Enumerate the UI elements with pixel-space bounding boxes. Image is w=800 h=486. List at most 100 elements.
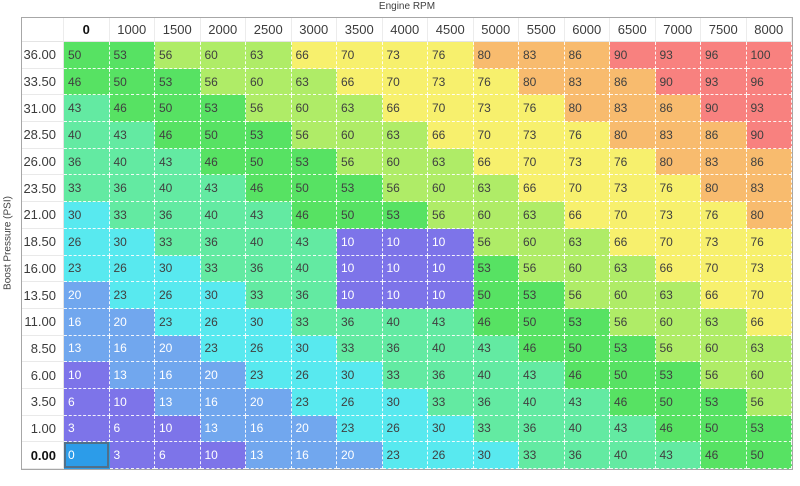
table-cell[interactable]: 73 [610, 175, 656, 203]
table-cell[interactable]: 36 [155, 202, 201, 229]
table-cell[interactable]: 16 [200, 388, 246, 416]
table-cell[interactable]: 83 [519, 42, 565, 69]
table-cell[interactable]: 50 [564, 335, 610, 363]
table-cell[interactable]: 33 [337, 335, 383, 363]
table-cell[interactable]: 36 [246, 255, 292, 283]
table-cell[interactable]: 83 [746, 175, 792, 203]
table-cell[interactable]: 73 [382, 42, 428, 69]
table-cell[interactable]: 63 [473, 175, 519, 203]
table-cell[interactable]: 66 [655, 255, 701, 283]
table-cell[interactable]: 56 [200, 68, 246, 96]
table-cell[interactable]: 63 [655, 282, 701, 309]
table-cell[interactable]: 40 [564, 415, 610, 443]
table-cell[interactable]: 56 [291, 122, 337, 149]
table-cell[interactable]: 43 [564, 388, 610, 416]
table-cell[interactable]: 50 [473, 282, 519, 309]
table-cell[interactable]: 23 [337, 415, 383, 443]
table-cell[interactable]: 46 [200, 148, 246, 176]
table-cell[interactable]: 93 [746, 95, 792, 123]
table-cell[interactable]: 56 [155, 42, 201, 69]
table-cell[interactable]: 33 [291, 308, 337, 336]
table-cell[interactable]: 33 [519, 442, 565, 469]
table-cell[interactable]: 23 [246, 362, 292, 389]
column-header-1500[interactable]: 1500 [155, 18, 201, 42]
column-header-4000[interactable]: 4000 [382, 18, 428, 42]
table-cell[interactable]: 40 [155, 175, 201, 203]
row-header-0.00[interactable]: 0.00 [22, 442, 64, 469]
table-cell[interactable]: 63 [746, 335, 792, 363]
table-cell[interactable]: 33 [64, 175, 110, 203]
table-cell[interactable]: 53 [519, 282, 565, 309]
table-cell[interactable]: 66 [337, 68, 383, 96]
table-cell[interactable]: 53 [337, 175, 383, 203]
table-cell[interactable]: 53 [155, 68, 201, 96]
table-cell[interactable]: 90 [701, 95, 747, 123]
row-header-3.50[interactable]: 3.50 [22, 388, 64, 416]
table-cell[interactable]: 53 [564, 308, 610, 336]
table-cell[interactable]: 43 [155, 148, 201, 176]
table-cell[interactable]: 63 [428, 148, 474, 176]
table-cell[interactable]: 20 [200, 362, 246, 389]
table-cell[interactable]: 56 [519, 255, 565, 283]
table-cell[interactable]: 90 [655, 68, 701, 96]
table-cell[interactable]: 40 [200, 202, 246, 229]
table-cell[interactable]: 26 [109, 255, 155, 283]
table-cell[interactable]: 83 [701, 148, 747, 176]
table-cell[interactable]: 6 [109, 415, 155, 443]
table-cell[interactable]: 66 [428, 122, 474, 149]
table-cell[interactable]: 53 [701, 388, 747, 416]
table-cell[interactable]: 73 [428, 68, 474, 96]
table-cell[interactable]: 70 [610, 202, 656, 229]
table-cell[interactable]: 70 [655, 228, 701, 256]
row-header-16.00[interactable]: 16.00 [22, 255, 64, 283]
table-cell[interactable]: 63 [519, 202, 565, 229]
table-cell[interactable]: 36 [428, 362, 474, 389]
table-cell[interactable]: 13 [246, 442, 292, 469]
table-cell[interactable]: 66 [564, 202, 610, 229]
table-cell[interactable]: 53 [382, 202, 428, 229]
table-cell[interactable]: 100 [746, 42, 792, 69]
table-cell[interactable]: 56 [246, 95, 292, 123]
table-cell[interactable]: 60 [337, 122, 383, 149]
table-cell[interactable]: 70 [701, 255, 747, 283]
table-cell[interactable]: 46 [291, 202, 337, 229]
table-cell[interactable]: 23 [64, 255, 110, 283]
table-cell[interactable]: 50 [155, 95, 201, 123]
table-cell[interactable]: 16 [291, 442, 337, 469]
table-cell[interactable]: 53 [200, 95, 246, 123]
table-cell[interactable]: 46 [109, 95, 155, 123]
table-cell[interactable]: 63 [382, 122, 428, 149]
table-cell[interactable]: 50 [746, 442, 792, 469]
table-cell[interactable]: 23 [200, 335, 246, 363]
table-cell[interactable]: 46 [519, 335, 565, 363]
row-header-33.50[interactable]: 33.50 [22, 68, 64, 96]
table-cell[interactable]: 23 [109, 282, 155, 309]
table-cell[interactable]: 30 [246, 308, 292, 336]
table-cell[interactable]: 56 [610, 308, 656, 336]
column-header-7000[interactable]: 7000 [655, 18, 701, 42]
table-cell[interactable]: 66 [291, 42, 337, 69]
table-cell[interactable]: 70 [428, 95, 474, 123]
table-cell[interactable]: 46 [473, 308, 519, 336]
table-cell[interactable]: 90 [610, 42, 656, 69]
table-cell[interactable]: 53 [746, 415, 792, 443]
table-cell[interactable]: 20 [109, 308, 155, 336]
table-cell[interactable]: 43 [246, 202, 292, 229]
table-cell[interactable]: 76 [746, 228, 792, 256]
column-header-2500[interactable]: 2500 [246, 18, 292, 42]
table-cell[interactable]: 73 [701, 228, 747, 256]
table-cell[interactable]: 26 [64, 228, 110, 256]
table-cell[interactable]: 43 [519, 362, 565, 389]
table-cell[interactable]: 53 [655, 362, 701, 389]
table-cell[interactable]: 66 [382, 95, 428, 123]
table-cell[interactable]: 20 [246, 388, 292, 416]
table-cell[interactable]: 50 [519, 308, 565, 336]
table-cell[interactable]: 10 [109, 388, 155, 416]
table-cell[interactable]: 33 [473, 415, 519, 443]
table-cell[interactable]: 6 [64, 388, 110, 416]
table-cell[interactable]: 56 [382, 175, 428, 203]
table-cell[interactable]: 63 [564, 228, 610, 256]
table-cell[interactable]: 66 [519, 175, 565, 203]
table-cell[interactable]: 63 [610, 255, 656, 283]
table-cell[interactable]: 16 [246, 415, 292, 443]
